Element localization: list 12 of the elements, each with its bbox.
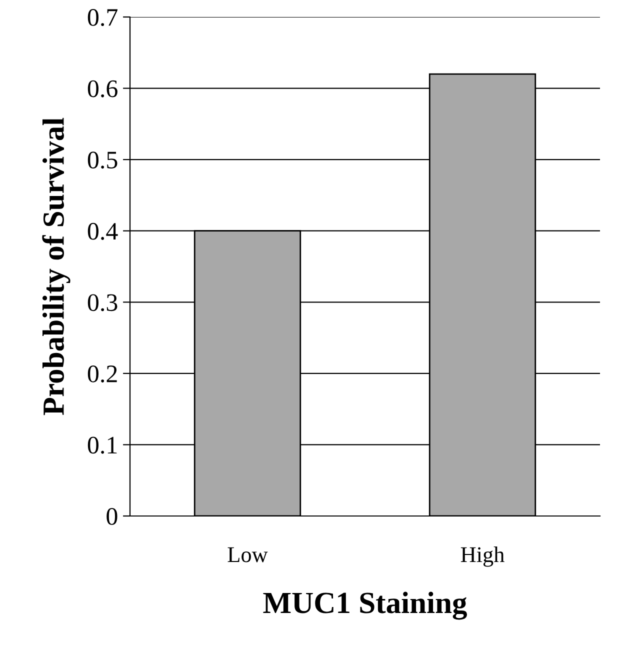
y-tick-label: 0.4 [88,222,118,240]
y-tick-label: 0.2 [88,365,117,382]
x-tick-label: High [460,546,504,567]
y-tick-label: 0.5 [88,152,118,169]
x-tick-label: Low [228,547,268,562]
y-tick-label: 0.7 [88,9,118,26]
y-tick-label: 0.6 [88,80,118,98]
y-tick-label: 0.3 [88,294,118,312]
y-axis-title: Probability of Survival [42,118,70,416]
x-axis-title: MUC1 Staining [263,592,467,620]
y-tick-label: 0 [106,508,118,525]
y-tick-label: 0.1 [88,436,117,454]
